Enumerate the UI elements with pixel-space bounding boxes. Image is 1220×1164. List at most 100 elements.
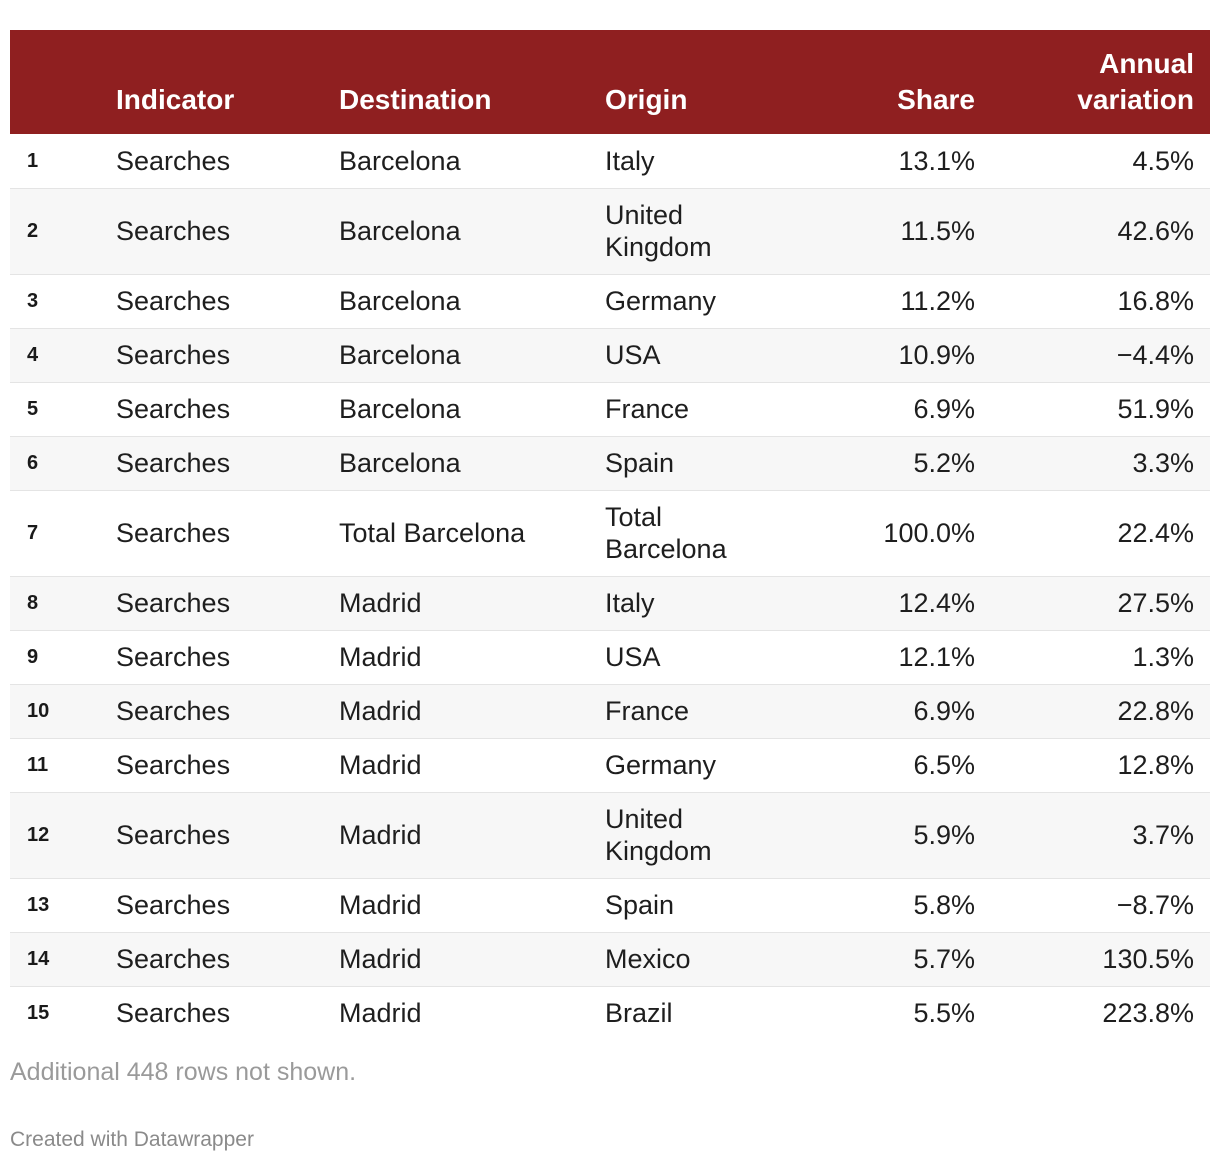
cell-share: 5.7% <box>805 932 991 987</box>
cell-rank: 14 <box>10 932 116 987</box>
cell-origin: USA <box>605 630 805 685</box>
cell-indicator: Searches <box>116 576 339 631</box>
cell-indicator: Searches <box>116 630 339 685</box>
cell-indicator: Searches <box>116 382 339 437</box>
cell-indicator: Searches <box>116 134 339 189</box>
cell-origin: France <box>605 382 805 437</box>
cell-destination: Madrid <box>339 630 605 685</box>
cell-destination: Total Barcelona <box>339 490 605 577</box>
cell-rank: 5 <box>10 382 116 437</box>
cell-origin: Spain <box>605 436 805 491</box>
cell-annual-variation: 1.3% <box>991 630 1210 685</box>
table-row: 7 Searches Total Barcelona Total Barcelona 1… <box>10 490 1210 577</box>
cell-indicator: Searches <box>116 684 339 739</box>
cell-origin: United Kingdom <box>605 792 805 879</box>
cell-share: 13.1% <box>805 134 991 189</box>
cell-rank: 7 <box>10 490 116 577</box>
cell-annual-variation: 22.4% <box>991 490 1210 577</box>
cell-share: 11.2% <box>805 274 991 329</box>
data-table-container: Indicator Destination Origin Share Annua… <box>10 30 1210 1040</box>
cell-share: 100.0% <box>805 490 991 577</box>
cell-indicator: Searches <box>116 490 339 577</box>
cell-destination: Barcelona <box>339 382 605 437</box>
cell-annual-variation: 130.5% <box>991 932 1210 987</box>
header-indicator[interactable]: Indicator <box>116 84 235 115</box>
cell-origin: Germany <box>605 274 805 329</box>
cell-destination: Barcelona <box>339 274 605 329</box>
table-row: 11 Searches Madrid Germany 6.5% 12.8% <box>10 738 1210 793</box>
cell-indicator: Searches <box>116 998 231 1029</box>
cell-annual-variation: 27.5% <box>991 576 1210 631</box>
table-body: 1 Searches Barcelona Italy 13.1% 4.5% 2 Searche… <box>10 134 1210 1040</box>
table-header: Indicator Destination Origin Share Annua… <box>10 30 1210 134</box>
cell-indicator: Searches <box>116 188 339 275</box>
cell-annual-variation: 4.5% <box>991 134 1210 189</box>
cell-rank: 12 <box>10 792 116 879</box>
cell-share: 5.8% <box>805 878 991 933</box>
table-row: 4 Searches Barcelona USA 10.9% −4.4% <box>10 328 1210 383</box>
cell-indicator: Searches <box>116 738 339 793</box>
header-annual-variation[interactable]: Annual variation <box>1077 48 1194 115</box>
cell-rank: 3 <box>10 274 116 329</box>
cell-rank: 8 <box>10 576 116 631</box>
cell-destination: Madrid <box>339 932 605 987</box>
cell-origin: Brazil <box>605 998 673 1029</box>
cell-indicator: Searches <box>116 274 339 329</box>
cell-destination: Madrid <box>339 738 605 793</box>
cell-destination: Madrid <box>339 576 605 631</box>
table-row: 10 Searches Madrid France 6.9% 22.8% <box>10 684 1210 739</box>
table-row: 14 Searches Madrid Mexico 5.7% 130.5% <box>10 932 1210 987</box>
cell-origin: Germany <box>605 738 805 793</box>
datawrapper-credit: Created with Datawrapper <box>10 1128 254 1151</box>
table-row: 15 Searches Madrid Brazil 5.5% 223.8% <box>10 986 1210 1040</box>
header-rank[interactable] <box>10 30 116 134</box>
cell-rank: 9 <box>10 630 116 685</box>
cell-indicator: Searches <box>116 878 339 933</box>
cell-destination: Madrid <box>339 792 605 879</box>
cell-destination: Madrid <box>339 878 605 933</box>
cell-rank: 4 <box>10 328 116 383</box>
cell-annual-variation: 223.8% <box>1102 998 1194 1029</box>
cell-indicator: Searches <box>116 328 339 383</box>
table-row: 6 Searches Barcelona Spain 5.2% 3.3% <box>10 436 1210 491</box>
table-row: 3 Searches Barcelona Germany 11.2% 16.8% <box>10 274 1210 329</box>
cell-origin: Italy <box>605 576 805 631</box>
cell-indicator: Searches <box>116 792 339 879</box>
cell-rank: 2 <box>10 188 116 275</box>
cell-share: 5.5% <box>913 998 975 1029</box>
cell-share: 5.9% <box>805 792 991 879</box>
cell-annual-variation: 12.8% <box>991 738 1210 793</box>
table-row: 9 Searches Madrid USA 12.1% 1.3% <box>10 630 1210 685</box>
table-row: 5 Searches Barcelona France 6.9% 51.9% <box>10 382 1210 437</box>
cell-origin: Italy <box>605 134 805 189</box>
cell-indicator: Searches <box>116 436 339 491</box>
cell-share: 11.5% <box>805 188 991 275</box>
cell-annual-variation: 3.3% <box>991 436 1210 491</box>
header-destination[interactable]: Destination <box>339 84 492 115</box>
cell-origin: France <box>605 684 805 739</box>
cell-share: 12.4% <box>805 576 991 631</box>
table-row: 12 Searches Madrid United Kingdom 5.9% 3.7% <box>10 792 1210 879</box>
table-row: 8 Searches Madrid Italy 12.4% 27.5% <box>10 576 1210 631</box>
cell-destination: Madrid <box>339 998 422 1029</box>
cell-origin: USA <box>605 328 805 383</box>
header-share[interactable]: Share <box>897 84 975 115</box>
cell-share: 6.5% <box>805 738 991 793</box>
cell-destination: Madrid <box>339 684 605 739</box>
cell-share: 6.9% <box>805 382 991 437</box>
cell-destination: Barcelona <box>339 134 605 189</box>
header-row: Indicator Destination Origin Share Annua… <box>10 30 1210 134</box>
table-row: 2 Searches Barcelona United Kingdom 11.5% 42.… <box>10 188 1210 275</box>
header-origin[interactable]: Origin <box>605 84 688 115</box>
data-table: Indicator Destination Origin Share Annua… <box>10 30 1210 1040</box>
cell-rank: 1 <box>10 134 116 189</box>
cell-rank: 13 <box>10 878 116 933</box>
table-row: 13 Searches Madrid Spain 5.8% −8.7% <box>10 878 1210 933</box>
cell-destination: Barcelona <box>339 328 605 383</box>
cell-origin: United Kingdom <box>605 188 805 275</box>
cell-share: 12.1% <box>805 630 991 685</box>
cell-annual-variation: 42.6% <box>991 188 1210 275</box>
cell-annual-variation: 16.8% <box>991 274 1210 329</box>
cell-annual-variation: 22.8% <box>991 684 1210 739</box>
cell-share: 5.2% <box>805 436 991 491</box>
